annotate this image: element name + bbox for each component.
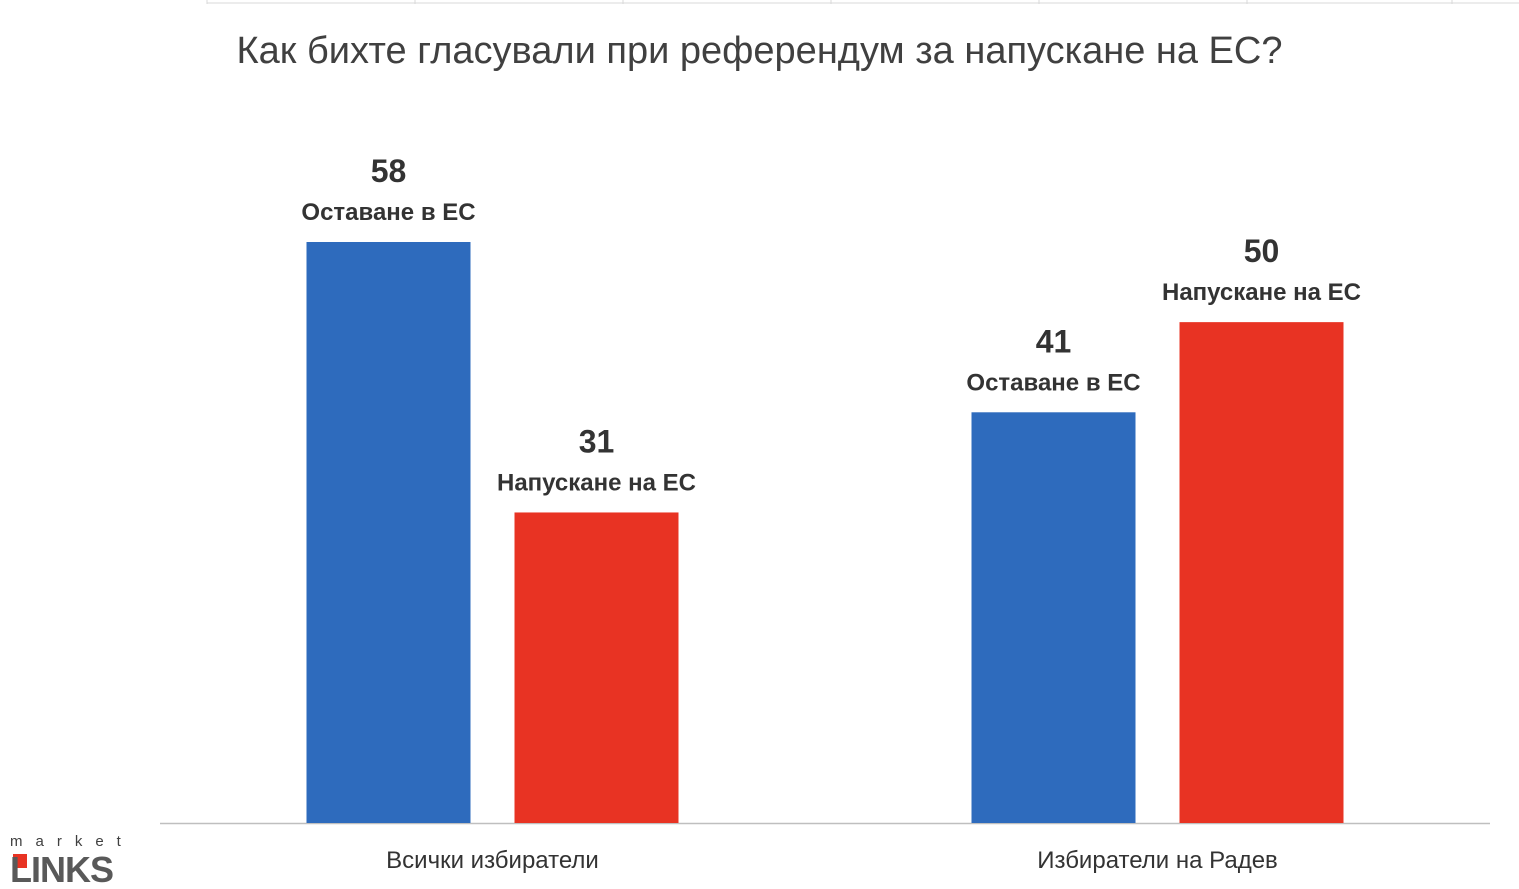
logo-top-text: market bbox=[10, 833, 134, 850]
bar-0-1 bbox=[514, 512, 679, 823]
category-label-0: Всички избиратели bbox=[386, 847, 599, 874]
data-label-value-0-1: 31 bbox=[579, 423, 615, 459]
data-label-value-1-0: 41 bbox=[1036, 323, 1072, 359]
market-links-logo: market LINKS bbox=[10, 833, 134, 886]
data-label-name-0-0: Оставане в ЕС bbox=[301, 199, 475, 226]
data-label-name-1-1: Напускане на ЕС bbox=[1162, 279, 1361, 306]
data-label-value-1-1: 50 bbox=[1244, 233, 1280, 269]
bar-1-1 bbox=[1179, 322, 1344, 823]
data-label-value-0-0: 58 bbox=[371, 153, 407, 189]
bar-1-0 bbox=[971, 412, 1136, 823]
logo-red-square bbox=[13, 854, 27, 868]
logo-main-text: LINKS bbox=[10, 849, 113, 886]
bar-0-0 bbox=[306, 242, 471, 823]
category-label-1: Избиратели на Радев bbox=[1037, 847, 1278, 874]
data-label-name-1-0: Оставане в ЕС bbox=[966, 369, 1140, 396]
data-label-name-0-1: Напускане на ЕС bbox=[497, 469, 696, 496]
chart-title: Как бихте гласували при референдум за на… bbox=[236, 30, 1283, 72]
